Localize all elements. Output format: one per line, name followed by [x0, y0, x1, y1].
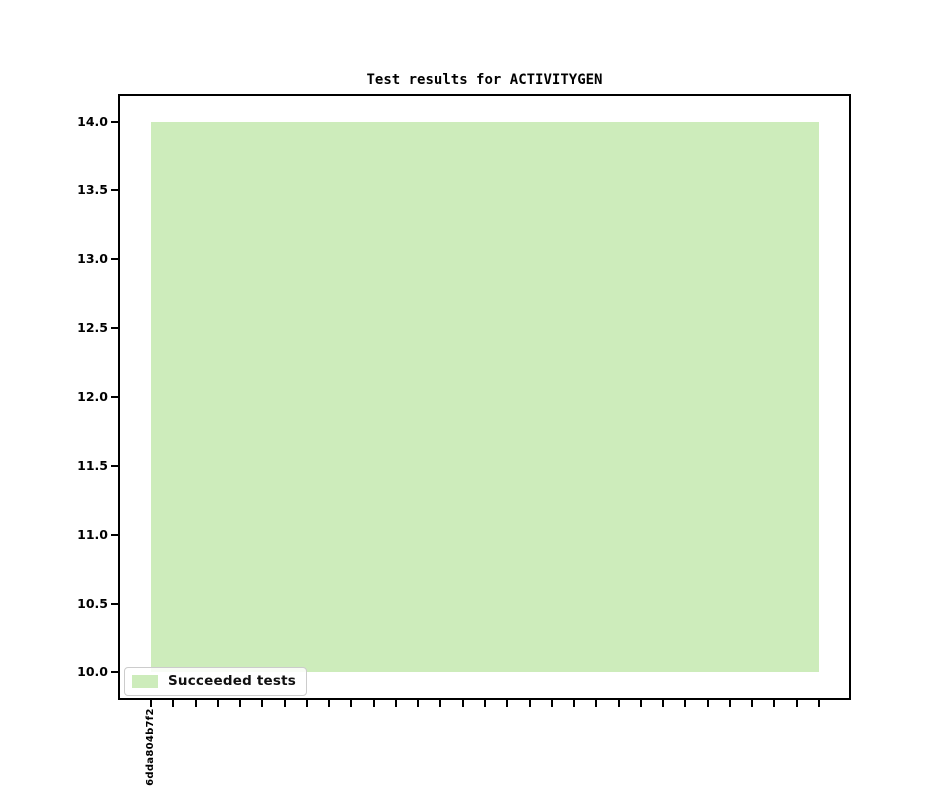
x-tick-mark: [639, 700, 642, 707]
legend: Succeeded tests: [124, 667, 307, 696]
x-tick-mark: [528, 700, 531, 707]
y-tick-label: 14.0: [77, 113, 108, 129]
x-tick-mark: [706, 700, 709, 707]
x-tick-mark: [662, 700, 665, 707]
x-tick-mark: [439, 700, 442, 707]
y-tick-label: 12.5: [77, 320, 108, 336]
succeeded-tests-area: [151, 121, 819, 673]
y-tick-label: 10.5: [77, 595, 108, 611]
x-tick-mark: [150, 700, 152, 707]
x-tick-mark: [417, 700, 420, 707]
y-tick-mark: [111, 396, 118, 398]
y-tick-label: 10.0: [77, 664, 108, 680]
x-tick-mark: [261, 700, 264, 707]
y-tick-mark: [111, 258, 118, 261]
x-tick-mark: [818, 700, 820, 707]
y-tick-mark: [111, 533, 118, 536]
x-tick-mark: [216, 700, 219, 707]
y-tick-mark: [111, 602, 118, 605]
legend-swatch-succeeded: [132, 675, 158, 688]
x-tick-mark: [461, 700, 464, 707]
x-tick-mark: [751, 700, 754, 707]
x-tick-mark: [573, 700, 576, 707]
x-tick-label-first-commit: .6dda804b7f2: [145, 708, 156, 787]
y-tick-label: 13.5: [77, 182, 108, 198]
y-tick-label: 11.0: [77, 526, 108, 542]
x-tick-mark: [728, 700, 731, 707]
y-tick-label: 12.0: [77, 389, 108, 404]
y-tick-mark: [111, 120, 118, 123]
x-tick-mark: [172, 700, 175, 707]
x-tick-mark: [350, 700, 353, 707]
chart-title: Test results for ACTIVITYGEN: [366, 72, 603, 88]
x-tick-mark: [305, 700, 308, 707]
x-tick-mark: [506, 700, 509, 707]
x-tick-mark: [239, 700, 242, 707]
x-tick-mark: [595, 700, 598, 707]
x-tick-mark: [194, 700, 197, 707]
y-tick-label: 11.5: [77, 457, 108, 473]
y-tick-label: 13.0: [77, 251, 108, 267]
x-tick-mark: [684, 700, 687, 707]
y-tick-mark: [111, 189, 118, 192]
y-tick-mark: [111, 671, 118, 674]
x-tick-mark: [773, 700, 776, 707]
x-tick-mark: [372, 700, 375, 707]
x-tick-mark: [550, 700, 553, 707]
y-tick-mark: [111, 464, 118, 467]
x-tick-mark: [617, 700, 620, 707]
x-tick-mark: [394, 700, 397, 707]
x-tick-mark: [484, 700, 486, 707]
x-tick-mark: [328, 700, 331, 707]
x-tick-mark: [795, 700, 798, 707]
x-tick-mark: [283, 700, 286, 707]
y-tick-mark: [111, 327, 118, 330]
legend-label-succeeded: Succeeded tests: [168, 673, 296, 689]
plot-area: [118, 94, 851, 700]
